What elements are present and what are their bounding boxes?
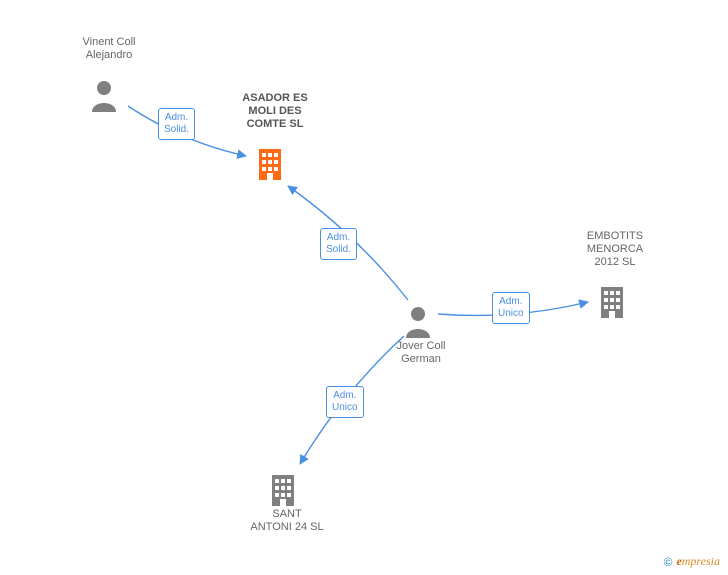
node-label-asador: ASADOR ES MOLI DES COMTE SL <box>232 92 318 131</box>
node-asador[interactable] <box>254 144 286 182</box>
copyright-symbol: © <box>664 555 673 569</box>
node-jover[interactable] <box>402 302 434 340</box>
node-label-embotits: EMBOTITS MENORCA 2012 SL <box>578 230 652 269</box>
building-icon <box>267 472 299 506</box>
copyright: © empresia <box>664 554 720 569</box>
node-sant[interactable] <box>267 470 299 508</box>
building-icon <box>254 146 286 180</box>
brand-text: empresia <box>676 554 720 569</box>
edge-label-jover-asador: Adm. Solid. <box>320 228 357 260</box>
edge-label-jover-sant: Adm. Unico <box>326 386 364 418</box>
node-vinent[interactable] <box>88 76 120 114</box>
node-embotits[interactable] <box>596 282 628 320</box>
node-label-jover: Jover Coll German <box>388 340 454 366</box>
edge-label-vinent-asador: Adm. Solid. <box>158 108 195 140</box>
node-label-sant: SANT ANTONI 24 SL <box>246 508 328 534</box>
person-icon <box>402 304 434 338</box>
node-label-vinent: Vinent Coll Alejandro <box>74 36 144 62</box>
building-icon <box>596 284 628 318</box>
edge-label-jover-embotits: Adm. Unico <box>492 292 530 324</box>
person-icon <box>88 78 120 112</box>
